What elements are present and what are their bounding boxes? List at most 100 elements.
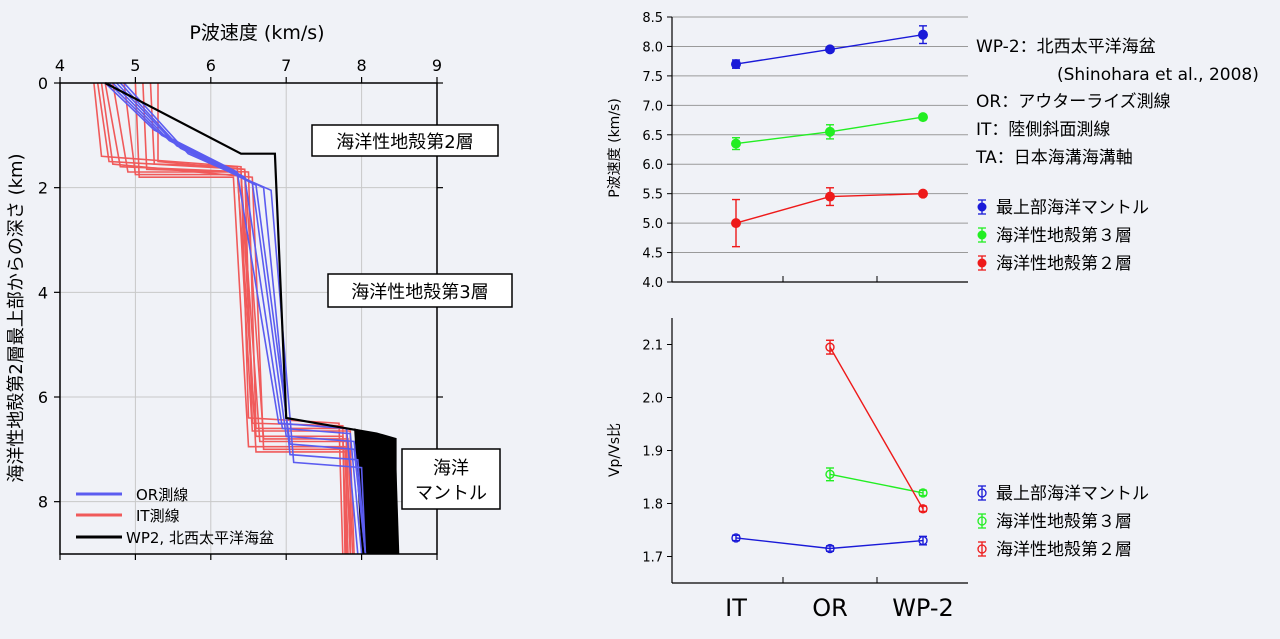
vpvs-axis-label: Vp/Vs比 — [607, 423, 623, 477]
series-line — [829, 473, 924, 494]
vp-chart: P波速度 (km/s) 4.0 4.5 5.0 5.5 6.0 6.5 7.0 7.5 8.0 8… — [607, 11, 968, 291]
data-point — [825, 543, 835, 554]
vpvs-y-ticks: 1.7 1.8 1.9 2.0 2.1 — [642, 339, 672, 566]
y-tick-label: 6.0 — [642, 158, 663, 173]
data-point — [918, 29, 928, 40]
legend-marker — [977, 258, 987, 268]
data-point — [825, 126, 835, 137]
data-point — [918, 188, 928, 199]
annotation-mantle: 海洋 マントル — [401, 448, 501, 510]
y-tick-label: 7.0 — [642, 99, 663, 114]
y-tick-label: 2 — [38, 179, 48, 198]
category-label: OR — [812, 594, 848, 622]
note-or: OR：アウターライズ測線 — [976, 92, 1171, 112]
note-ta: TA：日本海溝海溝軸 — [975, 148, 1133, 168]
legend-label: 最上部海洋マントル — [996, 198, 1149, 218]
velocity-plot-frame — [59, 82, 438, 555]
legend-marker — [977, 202, 987, 212]
y-tick-label: 1.7 — [642, 551, 663, 566]
y-tick-label: 0 — [38, 74, 48, 93]
legend-marker — [977, 230, 987, 240]
annotation-layer2: 海洋性地殻第2層 — [311, 124, 499, 157]
series-line — [829, 346, 924, 510]
legend-marker — [977, 544, 987, 554]
it-profile-line — [96, 82, 346, 555]
vp-axis-label: P波速度 (km/s) — [607, 98, 623, 198]
x-tick-label: 8 — [357, 56, 367, 75]
vp-grid — [672, 16, 968, 283]
or-profile-line — [108, 82, 363, 555]
legend-label: 最上部海洋マントル — [996, 484, 1149, 504]
it-profile-line — [93, 82, 344, 555]
vp-series — [731, 25, 928, 248]
legend-label-or: OR測線 — [136, 486, 188, 504]
y-tick-label: 8.5 — [642, 11, 663, 26]
data-point — [825, 44, 835, 55]
note-wp2: WP-2：北西太平洋海盆 — [976, 37, 1156, 57]
data-point — [731, 218, 741, 229]
category-label: IT — [725, 594, 747, 622]
velocity-chart-title: P波速度 (km/s) — [189, 22, 324, 44]
source-notes: WP-2：北西太平洋海盆 (Shinohara et al., 2008) OR… — [975, 37, 1259, 168]
depth-axis-label: 海洋性地殻第2層最上部からの深さ (km) — [6, 153, 27, 482]
y-tick-label: 1.8 — [642, 498, 663, 513]
annotation-layer2-text: 海洋性地殻第2層 — [336, 132, 473, 153]
annotation-mantle-text-1: 海洋 — [433, 458, 469, 479]
data-point — [825, 191, 835, 202]
y-tick-label: 2.1 — [642, 339, 663, 354]
it-profile-line — [112, 82, 348, 555]
vp-y-ticks: 4.0 4.5 5.0 5.5 6.0 6.5 7.0 7.5 8.0 8.5 — [642, 11, 672, 291]
vpvs-chart: Vp/Vs比 1.7 1.8 1.9 2.0 2.1 IT OR WP-2 — [607, 318, 968, 622]
annotation-mantle-text-2: マントル — [415, 483, 487, 504]
data-point — [918, 535, 928, 546]
velocity-legend: OR測線 IT測線 WP2, 北西太平洋海盆 — [76, 486, 274, 547]
depth-y-ticks: 0 2 4 6 8 — [38, 74, 443, 512]
y-tick-label: 8.0 — [642, 40, 663, 55]
legend-label: 海洋性地殻第３層 — [996, 512, 1132, 532]
legend-label: 海洋性地殻第２層 — [996, 540, 1132, 560]
y-tick-label: 6 — [38, 388, 48, 407]
y-tick-label: 1.9 — [642, 445, 663, 460]
velocity-depth-chart: P波速度 (km/s) 海洋性地殻第2層最上部からの深さ (km) 4 5 6 7 8 9… — [6, 22, 513, 560]
legend-marker — [977, 516, 987, 526]
data-point — [731, 138, 741, 149]
data-point — [731, 59, 741, 70]
data-point — [918, 488, 928, 498]
vpvs-series — [731, 339, 928, 554]
x-tick-label: 6 — [206, 56, 216, 75]
x-tick-label: 5 — [130, 56, 140, 75]
wp2-mantle-band — [354, 428, 400, 554]
data-point — [918, 504, 928, 514]
category-label: WP-2 — [892, 594, 954, 622]
data-point — [825, 469, 835, 480]
legend-label-it: IT測線 — [136, 507, 180, 525]
y-tick-label: 8 — [38, 493, 48, 512]
it-profile-line — [134, 82, 349, 555]
legend-label-wp2: WP2, 北西太平洋海盆 — [126, 529, 274, 547]
y-tick-label: 6.5 — [642, 129, 663, 144]
note-citation: (Shinohara et al., 2008) — [1057, 65, 1259, 85]
y-tick-label: 5.0 — [642, 217, 663, 232]
data-point — [918, 112, 928, 123]
data-point — [825, 342, 835, 352]
y-tick-label: 7.5 — [642, 70, 663, 85]
x-tick-label: 7 — [281, 56, 291, 75]
annotation-layer3: 海洋性地殻第3層 — [327, 273, 513, 308]
annotation-layer3-text: 海洋性地殻第3層 — [351, 282, 488, 303]
wp2-profile-line — [104, 82, 397, 554]
y-tick-label: 4 — [38, 283, 48, 302]
y-tick-label: 2.0 — [642, 392, 663, 407]
it-profile-line — [104, 82, 348, 554]
velocity-profiles — [93, 82, 400, 555]
data-point — [731, 533, 741, 543]
x-tick-label: 4 — [55, 56, 65, 75]
legend-label: 海洋性地殻第２層 — [996, 254, 1132, 274]
it-profile-line — [142, 82, 352, 555]
note-it: IT：陸側斜面測線 — [976, 120, 1110, 140]
legend-label: 海洋性地殻第３層 — [996, 226, 1132, 246]
or-profile-line — [119, 82, 367, 555]
y-tick-label: 4.0 — [642, 276, 663, 291]
